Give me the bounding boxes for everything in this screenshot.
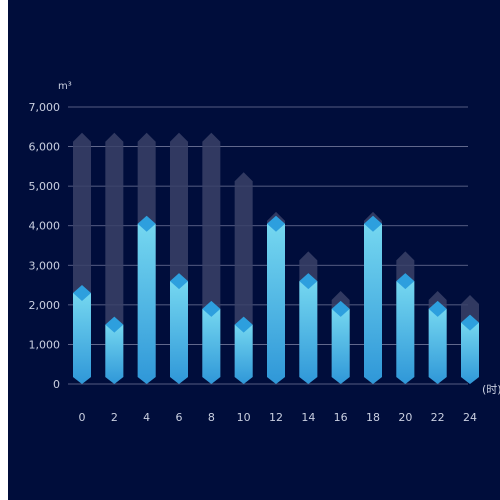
value-bar	[234, 324, 253, 384]
bar-cap	[461, 314, 479, 331]
y-tick-label: 4,000	[29, 220, 61, 233]
x-tick-label: 14	[301, 411, 315, 424]
value-bar	[137, 223, 156, 384]
value-bar	[105, 324, 124, 384]
value-bar	[170, 281, 188, 384]
x-tick-label: 0	[79, 411, 86, 424]
value-bar	[428, 308, 447, 384]
value-bar	[396, 281, 415, 384]
y-tick-label: 7,000	[29, 101, 61, 114]
x-tick-label: 8	[208, 411, 215, 424]
value-bar	[202, 308, 221, 384]
x-tick-label: 16	[334, 411, 348, 424]
bar-cap	[137, 215, 156, 232]
bar-cap	[267, 215, 285, 232]
x-tick-label: 22	[431, 411, 445, 424]
x-axis-ticks: 0 2 4 6 8 10 12 14 16 18 20 22 24	[79, 411, 478, 424]
value-bars	[73, 215, 479, 384]
value-bar	[267, 223, 285, 384]
bar-cap	[331, 300, 350, 317]
x-tick-label: 4	[143, 411, 150, 424]
x-tick-label: 20	[398, 411, 412, 424]
y-tick-label: 5,000	[29, 180, 61, 193]
bar-cap	[105, 316, 124, 333]
y-axis-ticks: 0 1,000 2,000 3,000 4,000 5,000 6,000 7,000	[29, 101, 61, 391]
value-bar	[299, 281, 318, 384]
value-bar	[73, 292, 91, 384]
x-tick-label: 24	[463, 411, 477, 424]
x-tick-label: 18	[366, 411, 380, 424]
x-tick-label: 2	[111, 411, 118, 424]
x-tick-label: 6	[176, 411, 183, 424]
value-bar	[461, 322, 479, 384]
y-tick-label: 3,000	[29, 259, 61, 272]
bar-cap	[364, 215, 382, 232]
value-bar	[331, 308, 350, 384]
bar-cap	[202, 300, 221, 317]
bar-cap	[428, 300, 447, 317]
y-tick-label: 2,000	[29, 299, 61, 312]
bar-cap	[73, 284, 91, 301]
value-bar	[364, 223, 382, 384]
bar-cap	[396, 273, 415, 290]
bar-cap	[299, 273, 318, 290]
bar-cap	[170, 273, 188, 290]
x-tick-label: 10	[237, 411, 251, 424]
y-tick-label: 6,000	[29, 141, 61, 154]
x-tick-label: 12	[269, 411, 283, 424]
y-axis-unit-label: m³	[58, 81, 72, 92]
x-axis-unit-label: (时)	[482, 383, 500, 396]
bar-cap	[234, 316, 253, 333]
y-tick-label: 0	[53, 378, 60, 391]
y-tick-label: 1,000	[29, 338, 61, 351]
